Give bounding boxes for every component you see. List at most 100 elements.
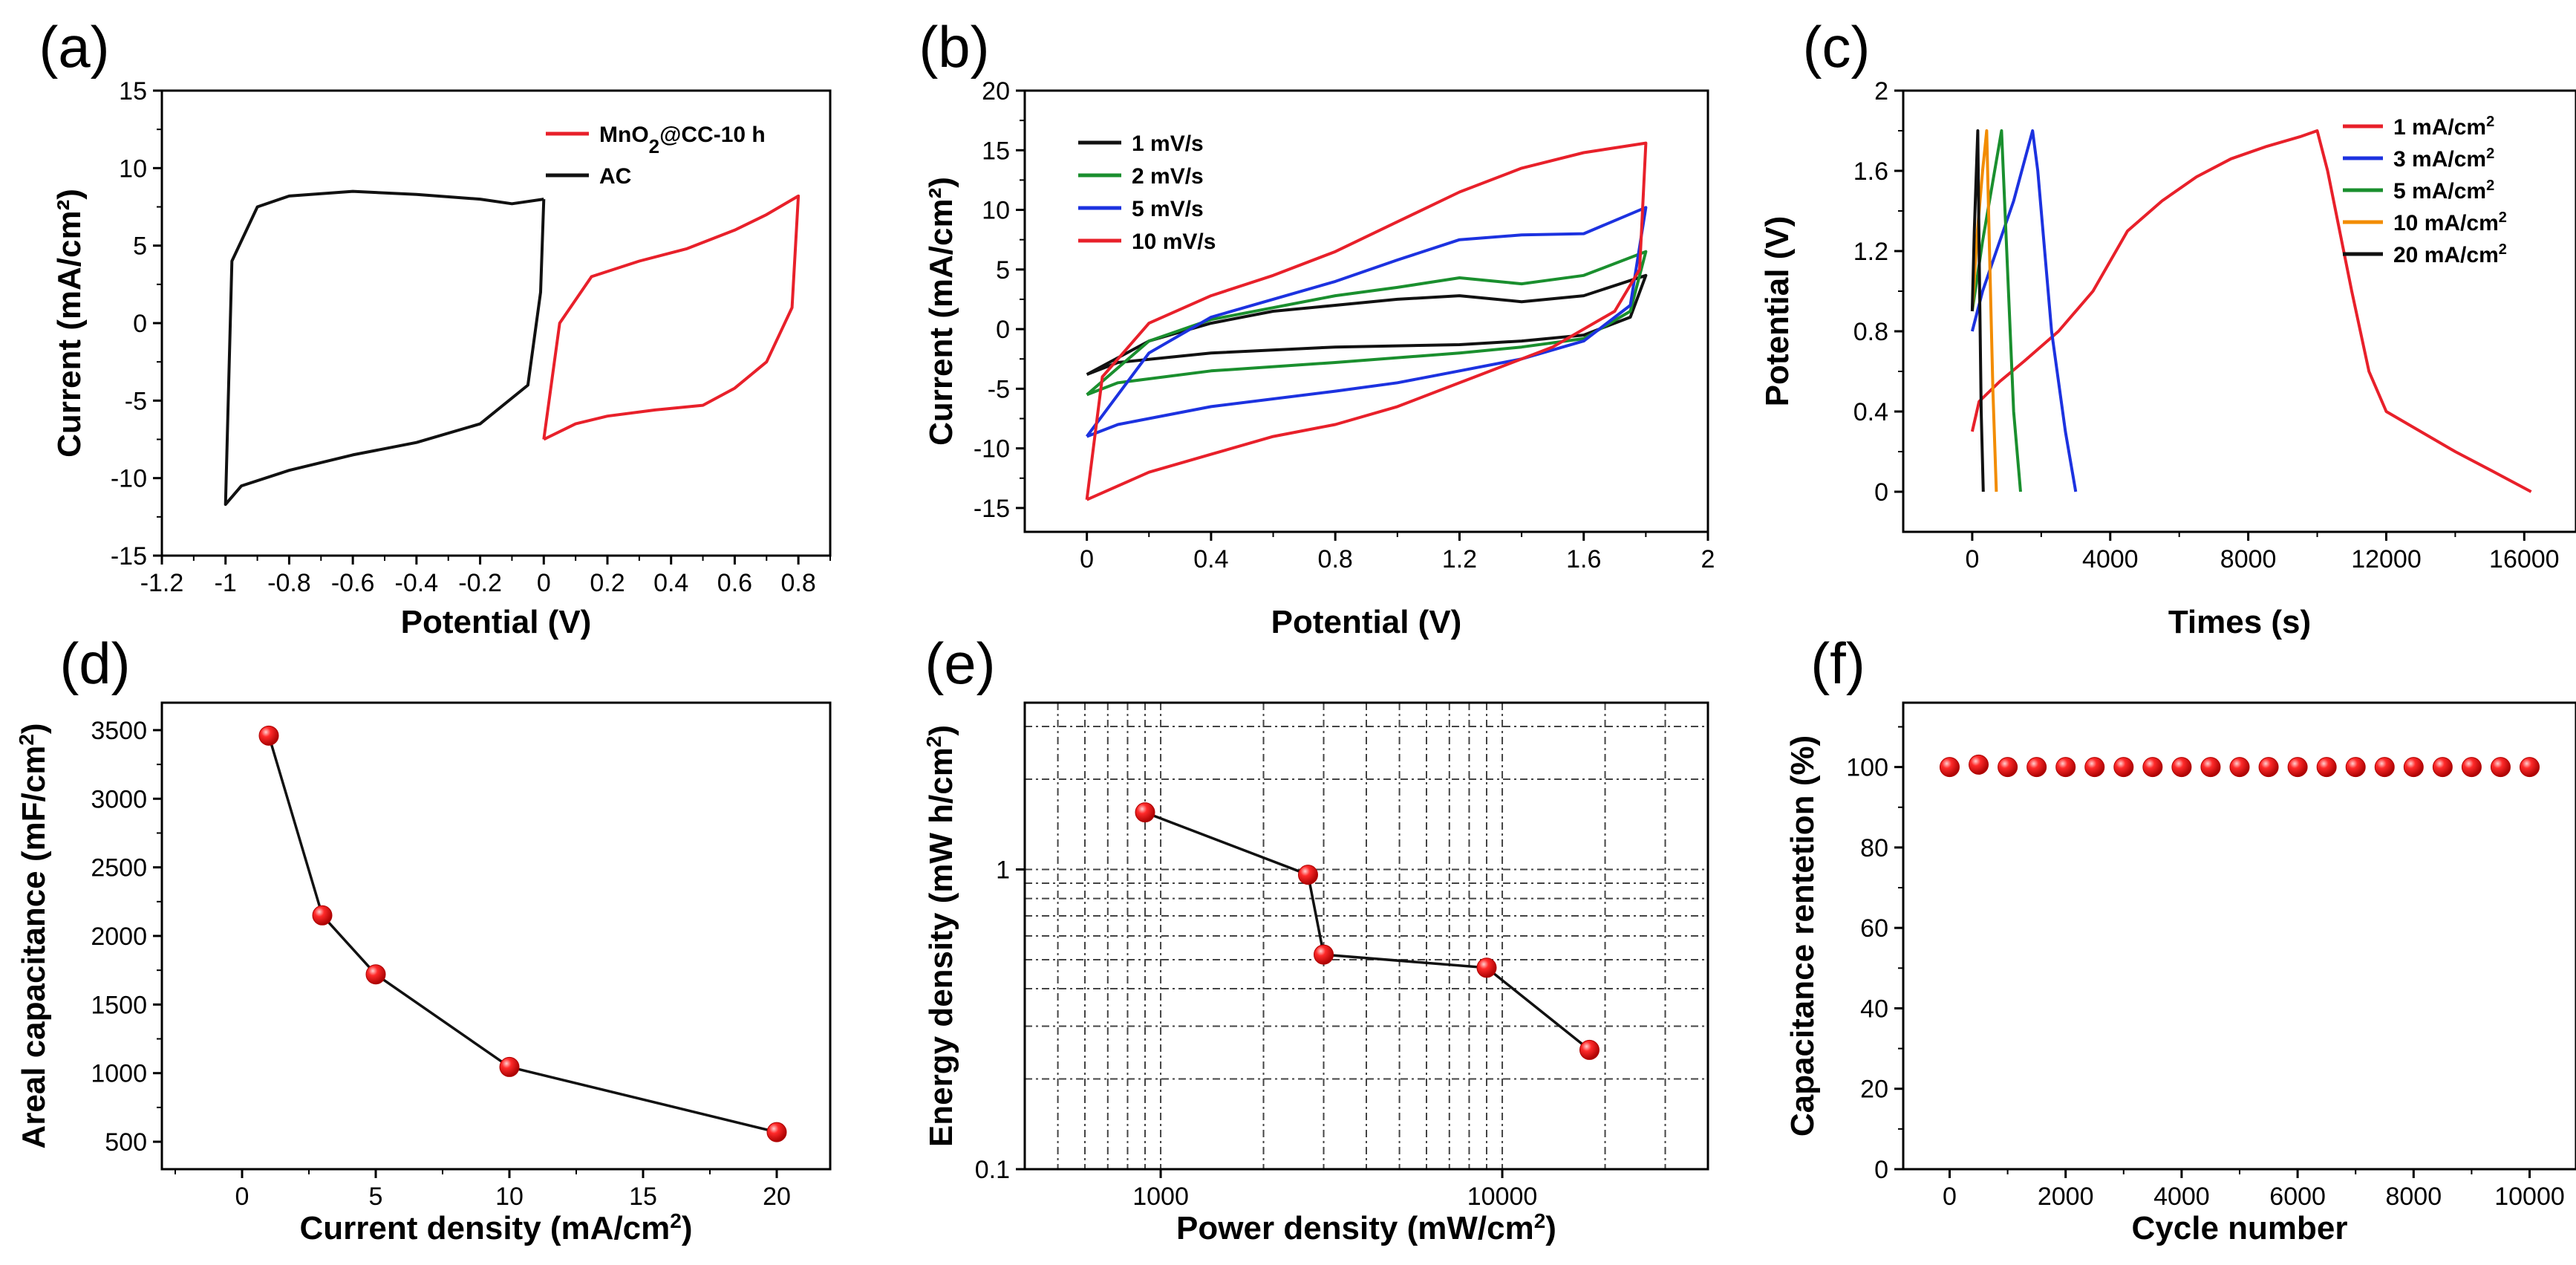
data-point xyxy=(2084,757,2105,778)
data-point xyxy=(2026,757,2047,778)
y-tick-label: 0 xyxy=(1874,1156,1888,1184)
x-tick-label: 4000 xyxy=(2153,1183,2210,1211)
data-point xyxy=(1969,754,1989,775)
x-tick-label: -0.2 xyxy=(458,569,502,597)
x-tick-label: 1000 xyxy=(1132,1183,1189,1211)
x-tick-label: 8000 xyxy=(2220,545,2277,573)
x-tick-label: 6000 xyxy=(2269,1183,2326,1211)
legend-c: 1 mA/cm2 3 mA/cm2 5 mA/cm2 10 mA/cm2 20 mA/c… xyxy=(2343,114,2507,267)
series-line-2-mv-s xyxy=(1086,250,1648,397)
plot-frame xyxy=(1023,701,1709,1171)
panel-c: 0 4000 8000 12000 16000 0 0.4 0.8 1.2 1.6 2(c) Time… xyxy=(1759,14,2576,640)
data-point xyxy=(2403,757,2424,778)
y-tick-label: 0 xyxy=(996,316,1010,344)
grid-e xyxy=(1025,703,1708,1169)
y-tick-label: 40 xyxy=(1860,995,1888,1023)
series-line xyxy=(1144,811,1591,1051)
data-point xyxy=(2142,757,2163,778)
x-tick-label: 0.2 xyxy=(590,569,625,597)
y-tick-label: 15 xyxy=(982,137,1010,165)
legend-label: 3 mA/cm2 xyxy=(2393,146,2494,172)
x-tick-label: 1.6 xyxy=(1566,545,1601,573)
y-tick-label: 5 xyxy=(133,232,147,261)
y-tick-label: 20 xyxy=(982,77,1010,105)
y-tick-label: 3000 xyxy=(91,785,147,813)
y-tick-label: 2 xyxy=(1874,77,1888,105)
data-point xyxy=(2461,757,2482,778)
x-tick-label: 0 xyxy=(1943,1183,1957,1211)
panel-a: -1.2 -1 -0.8 -0.6 -0.4 -0.2 0 0.2 0.4 0.6 0.8 -15 -1… xyxy=(39,14,832,640)
y-tick-label: 10 xyxy=(982,197,1010,225)
x-tick-label: 0.4 xyxy=(1193,545,1228,573)
legend-label: AC xyxy=(599,164,631,189)
x-axis-label: Cycle number xyxy=(2132,1210,2348,1246)
x-tick-label: 10000 xyxy=(1467,1183,1538,1211)
plot-frame xyxy=(160,89,832,557)
y-axis-label: Current (mA/cm²) xyxy=(923,177,959,446)
legend-label: 5 mV/s xyxy=(1132,197,1204,221)
x-tick-label: -0.8 xyxy=(267,569,311,597)
x-tick-label: -1 xyxy=(215,569,237,597)
panel-b: 0 0.4 0.8 1.2 1.6 2 -15 -10 -5 0 5 10 15 20(b) Potenti… xyxy=(919,14,1715,640)
y-tick-label: -10 xyxy=(974,435,1010,464)
series-line-mno2-cc-10-h xyxy=(542,194,800,441)
data-point xyxy=(1297,865,1318,885)
y-tick-label: 10 xyxy=(119,155,147,183)
legend-b: 1 mV/s 2 mV/s 5 mV/s 10 mV/s xyxy=(1078,131,1216,254)
y-tick-label: -15 xyxy=(111,542,147,570)
series-line-5-mv-s xyxy=(1085,206,1648,438)
series-line-1-mv-s xyxy=(1086,273,1648,376)
x-axis-label: Times (s) xyxy=(2168,604,2311,640)
x-tick-label: 10000 xyxy=(2494,1183,2565,1211)
y-tick-label: 15 xyxy=(119,77,147,105)
data-point xyxy=(1939,757,1960,778)
legend-label: 5 mA/cm2 xyxy=(2393,178,2494,204)
series-line-3-ma-cm2 xyxy=(1970,129,2078,492)
y-tick-label: 0.4 xyxy=(1853,398,1888,426)
y-tick-label: 1 xyxy=(996,856,1010,884)
data-point xyxy=(2258,757,2279,778)
y-axis-label: Energy density (mW h/cm2) xyxy=(922,725,960,1147)
y-tick-label: -15 xyxy=(974,495,1010,523)
data-point xyxy=(312,905,333,926)
y-tick-label: 1500 xyxy=(91,991,147,1019)
y-tick-label: 80 xyxy=(1860,834,1888,862)
x-tick-label: 0.4 xyxy=(653,569,688,597)
series-line-10-ma-cm2 xyxy=(1970,129,1998,492)
data-point xyxy=(365,964,386,985)
data-point xyxy=(2316,757,2337,778)
panel-label: (a) xyxy=(39,14,109,79)
x-tick-label: 0.6 xyxy=(717,569,752,597)
data-point xyxy=(2200,757,2221,778)
panel-e: 1000 10000 0.1 1 (e) Power density (mW/cm2) En… xyxy=(922,631,1709,1246)
x-tick-label: -0.4 xyxy=(395,569,439,597)
x-tick-label: 0 xyxy=(1965,545,1979,573)
panel-label: (f) xyxy=(1810,631,1865,696)
x-axis-label: Power density (mW/cm2) xyxy=(1176,1209,1556,1247)
y-tick-label: 0 xyxy=(1874,478,1888,507)
legend-label: 2 mV/s xyxy=(1132,164,1204,189)
y-tick-label: 20 xyxy=(1860,1076,1888,1104)
y-axis-label: Areal capacitance (mF/cm2) xyxy=(15,723,53,1148)
data-point xyxy=(1476,957,1497,978)
y-tick-label: 100 xyxy=(1846,754,1888,782)
data-point xyxy=(2345,757,2366,778)
data-point xyxy=(2287,757,2308,778)
x-tick-label: 2 xyxy=(1701,545,1715,573)
x-tick-label: 15 xyxy=(629,1183,657,1211)
y-tick-label: 1.2 xyxy=(1853,238,1888,266)
panel-f: 0 2000 4000 6000 8000 10000 0 20 40 60 80 100 (f) Cyc… xyxy=(1784,631,2576,1246)
x-tick-label: 12000 xyxy=(2351,545,2422,573)
y-axis-label: Capacitance rentetion (%) xyxy=(1784,735,1821,1136)
x-tick-label: 0 xyxy=(1080,545,1094,573)
data-point xyxy=(2229,757,2250,778)
x-tick-label: 8000 xyxy=(2385,1183,2442,1211)
y-tick-label: 1000 xyxy=(91,1060,147,1088)
panel-label: (c) xyxy=(1803,14,1871,79)
legend-label: 10 mA/cm2 xyxy=(2393,209,2507,235)
data-point xyxy=(2490,757,2511,778)
legend-label: 10 mV/s xyxy=(1132,230,1216,254)
y-tick-label: -5 xyxy=(125,387,147,415)
y-axis-label: Current (mA/cm²) xyxy=(51,189,88,458)
